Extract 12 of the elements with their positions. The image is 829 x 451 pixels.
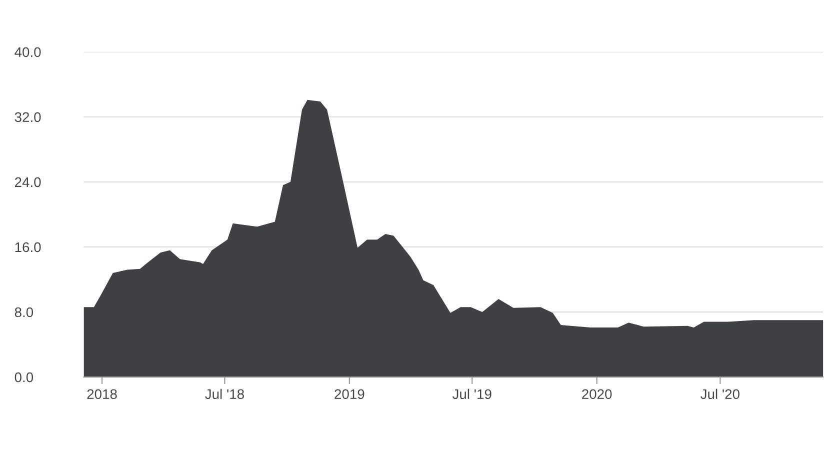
y-tick-label: 8.0 <box>14 307 34 318</box>
y-tick-label: 0.0 <box>14 372 34 382</box>
x-tick-label: 2020 <box>582 389 612 400</box>
y-tick-label: 24.0 <box>14 177 41 188</box>
x-tick-label: Jul '18 <box>205 388 244 400</box>
x-tick-label: Jul '19 <box>452 388 492 400</box>
x-tick-label: 2018 <box>87 389 117 400</box>
y-tick-label: 16.0 <box>15 242 41 252</box>
x-tick-label: Jul '20 <box>700 388 740 400</box>
y-tick-label: 40.0 <box>14 47 41 58</box>
y-tick-label: 32.0 <box>14 112 41 122</box>
x-tick-label: 2019 <box>334 389 364 400</box>
